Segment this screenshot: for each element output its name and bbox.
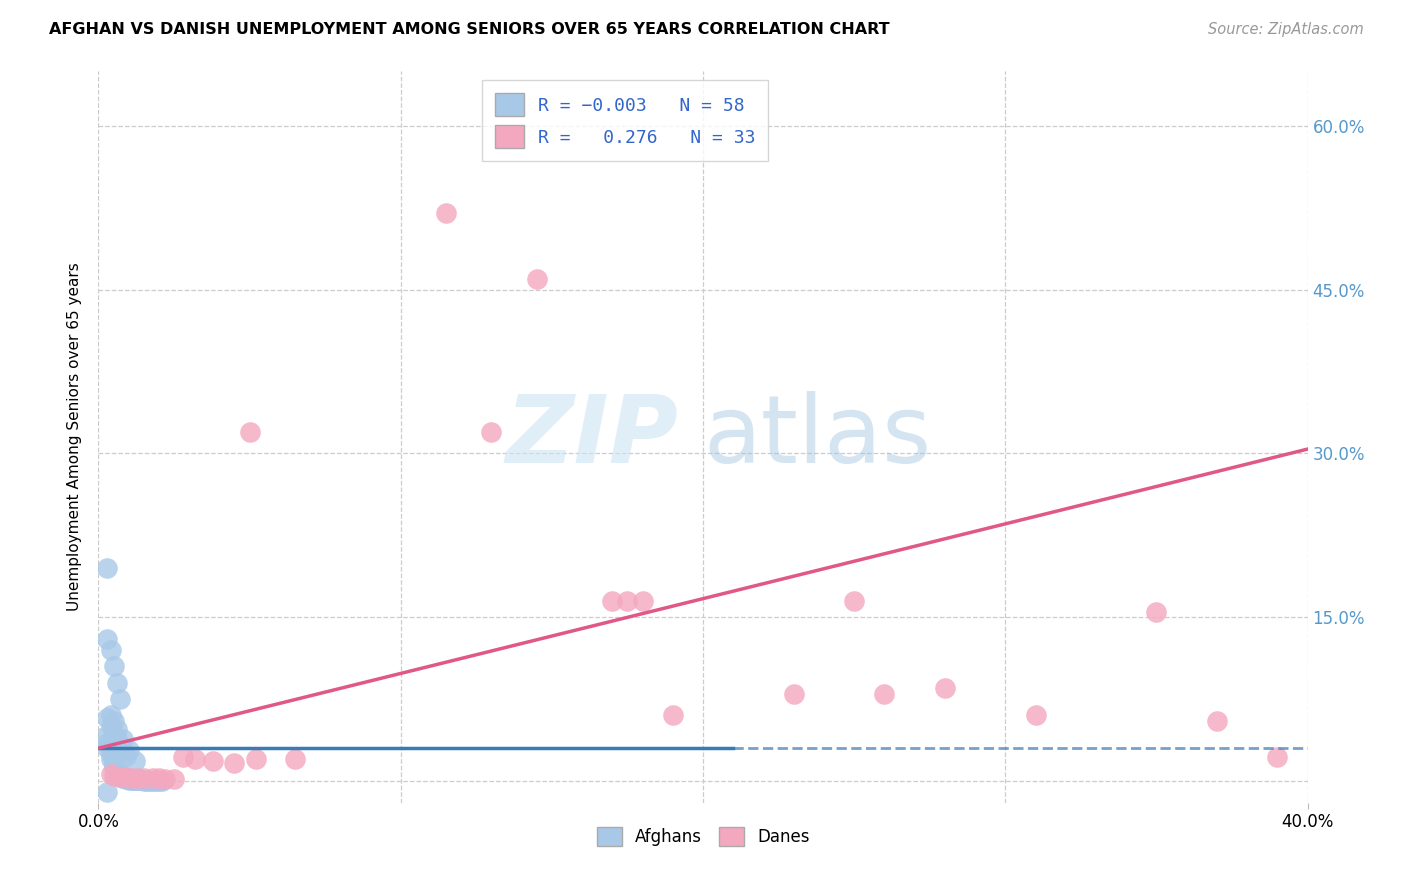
Point <box>148 771 170 785</box>
Point <box>1144 605 1167 619</box>
Point <box>139 774 162 789</box>
Point <box>100 643 122 657</box>
Point <box>135 774 157 789</box>
Point <box>96 785 118 799</box>
Point <box>526 272 548 286</box>
Point <box>142 774 165 789</box>
Point <box>118 772 141 786</box>
Point <box>96 561 118 575</box>
Point <box>111 743 134 757</box>
Point <box>148 774 170 789</box>
Point <box>1206 714 1229 728</box>
Point <box>108 692 131 706</box>
Point <box>602 594 624 608</box>
Point <box>172 750 194 764</box>
Point <box>184 752 207 766</box>
Point <box>127 771 149 785</box>
Point <box>1267 750 1289 764</box>
Point <box>105 722 128 736</box>
Point <box>114 770 136 784</box>
Point <box>129 772 152 787</box>
Point <box>103 757 125 772</box>
Point <box>129 772 152 787</box>
Text: atlas: atlas <box>703 391 931 483</box>
Point <box>114 771 136 785</box>
Point <box>111 771 134 785</box>
Point <box>105 675 128 690</box>
Point <box>108 767 131 781</box>
Point <box>96 711 118 725</box>
Point <box>150 774 173 789</box>
Point <box>132 772 155 787</box>
Point <box>100 767 122 781</box>
Point <box>153 772 176 786</box>
Point <box>127 772 149 787</box>
Text: Source: ZipAtlas.com: Source: ZipAtlas.com <box>1208 22 1364 37</box>
Point <box>103 728 125 742</box>
Point <box>96 741 118 756</box>
Point <box>124 754 146 768</box>
Point <box>145 774 167 789</box>
Point <box>481 425 503 439</box>
Point <box>105 763 128 777</box>
Legend: Afghans, Danes: Afghans, Danes <box>591 821 815 853</box>
Point <box>114 772 136 786</box>
Point <box>93 731 115 745</box>
Point <box>105 765 128 780</box>
Point <box>118 743 141 757</box>
Point <box>121 772 143 787</box>
Point <box>114 748 136 763</box>
Point <box>103 714 125 728</box>
Point <box>224 756 246 771</box>
Point <box>163 772 186 786</box>
Point <box>108 768 131 782</box>
Point <box>103 754 125 768</box>
Point <box>127 772 149 787</box>
Point <box>108 770 131 784</box>
Point <box>202 754 225 768</box>
Point <box>1024 708 1046 723</box>
Point <box>434 206 457 220</box>
Text: ZIP: ZIP <box>506 391 679 483</box>
Point <box>631 594 654 608</box>
Point <box>108 770 131 784</box>
Point <box>96 632 118 646</box>
Point <box>284 752 307 766</box>
Point <box>111 732 134 747</box>
Point <box>100 747 122 761</box>
Point <box>661 708 683 723</box>
Point <box>100 708 122 723</box>
Point <box>103 761 125 775</box>
Point <box>111 770 134 784</box>
Point <box>103 659 125 673</box>
Y-axis label: Unemployment Among Seniors over 65 years: Unemployment Among Seniors over 65 years <box>67 263 83 611</box>
Point <box>118 772 141 786</box>
Point <box>96 736 118 750</box>
Point <box>118 772 141 787</box>
Point <box>124 772 146 787</box>
Point <box>121 771 143 785</box>
Point <box>100 719 122 733</box>
Point <box>783 687 806 701</box>
Point <box>873 687 896 701</box>
Point <box>111 771 134 785</box>
Point <box>103 768 125 782</box>
Point <box>934 681 956 695</box>
Point <box>108 738 131 752</box>
Point <box>245 752 267 766</box>
Text: AFGHAN VS DANISH UNEMPLOYMENT AMONG SENIORS OVER 65 YEARS CORRELATION CHART: AFGHAN VS DANISH UNEMPLOYMENT AMONG SENI… <box>49 22 890 37</box>
Point <box>105 732 128 747</box>
Point <box>844 594 866 608</box>
Point <box>105 766 128 780</box>
Point <box>142 771 165 785</box>
Point <box>124 772 146 787</box>
Point <box>132 771 155 785</box>
Point <box>121 772 143 787</box>
Point <box>100 752 122 766</box>
Point <box>616 594 638 608</box>
Point <box>132 774 155 789</box>
Point <box>239 425 262 439</box>
